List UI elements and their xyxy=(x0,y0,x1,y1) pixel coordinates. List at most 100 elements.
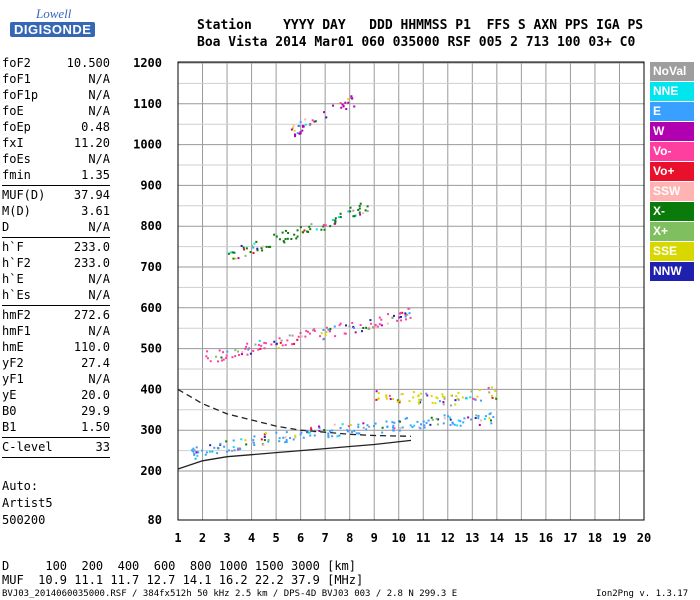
data-point xyxy=(483,417,486,420)
data-point xyxy=(257,344,260,347)
data-point xyxy=(374,422,377,425)
data-point xyxy=(472,397,475,400)
data-point xyxy=(251,440,254,443)
data-point xyxy=(398,429,401,432)
data-point xyxy=(347,425,350,428)
data-point xyxy=(302,436,305,439)
data-point xyxy=(362,426,365,429)
y-tick-label: 300 xyxy=(140,423,162,437)
param-value: 1.50 xyxy=(81,420,110,434)
data-point xyxy=(423,426,426,429)
data-point xyxy=(489,412,492,415)
data-point xyxy=(427,419,430,422)
param-name: foF1 xyxy=(2,72,31,86)
data-point xyxy=(209,450,212,453)
data-point xyxy=(488,391,491,394)
logo-lowell-text: Lowell xyxy=(36,6,72,21)
data-point xyxy=(297,335,300,338)
data-point xyxy=(406,313,409,316)
data-point xyxy=(269,245,272,248)
data-point xyxy=(267,440,270,443)
data-point xyxy=(418,402,421,405)
data-point xyxy=(435,417,438,420)
param-name: yF2 xyxy=(2,356,24,370)
param-name: foEp xyxy=(2,120,31,134)
data-point xyxy=(366,210,369,213)
legend-item: NNE xyxy=(650,82,694,101)
data-point xyxy=(193,452,196,455)
data-point xyxy=(252,439,255,442)
data-point xyxy=(318,425,321,428)
param-value: 233.0 xyxy=(73,240,110,254)
data-point xyxy=(442,422,445,425)
data-point xyxy=(325,116,328,119)
param-row: h`Es N/A xyxy=(2,288,110,304)
data-point xyxy=(441,393,444,396)
data-point xyxy=(399,420,402,423)
data-point xyxy=(396,400,399,403)
data-point xyxy=(339,322,342,325)
data-point xyxy=(308,431,311,434)
param-name: hmF2 xyxy=(2,308,31,322)
data-point xyxy=(362,326,365,329)
data-point xyxy=(294,135,297,138)
x-tick-label: 8 xyxy=(346,531,353,545)
data-point xyxy=(227,449,230,452)
data-point xyxy=(426,394,429,397)
data-point xyxy=(381,426,384,429)
data-point xyxy=(242,246,245,249)
param-value: 29.9 xyxy=(81,404,110,418)
data-point xyxy=(351,431,354,434)
data-point xyxy=(474,398,477,401)
data-point xyxy=(347,210,350,213)
autoscale-line1: Auto: xyxy=(2,479,39,493)
data-point xyxy=(299,131,302,134)
data-point xyxy=(275,235,278,238)
data-point xyxy=(336,435,339,438)
data-point xyxy=(225,440,228,443)
data-point xyxy=(359,213,362,216)
data-point xyxy=(389,398,392,401)
param-name: foF1p xyxy=(2,88,39,102)
legend-item: E xyxy=(650,102,694,121)
data-point xyxy=(353,429,356,432)
data-point xyxy=(355,432,358,435)
data-point xyxy=(333,222,336,225)
data-point xyxy=(387,313,390,316)
data-point xyxy=(278,337,281,340)
data-point xyxy=(435,396,438,399)
x-tick-label: 12 xyxy=(441,531,455,545)
data-point xyxy=(244,254,247,257)
data-point xyxy=(270,343,273,346)
station-header-values: Boa Vista 2014 Mar01 060 035000 RSF 005 … xyxy=(197,35,636,50)
x-tick-label: 13 xyxy=(465,531,479,545)
data-point xyxy=(484,415,487,418)
data-point xyxy=(443,414,446,417)
data-point xyxy=(357,426,360,429)
data-point xyxy=(298,132,301,135)
data-point xyxy=(345,108,348,111)
data-point xyxy=(448,416,451,419)
data-point xyxy=(337,216,340,219)
profile-curve-dashed xyxy=(177,388,412,437)
autoscale-line2: Artist5 xyxy=(2,496,53,510)
data-point xyxy=(245,247,248,250)
data-point xyxy=(352,325,355,328)
data-point xyxy=(469,396,472,399)
data-point xyxy=(372,425,375,428)
data-point xyxy=(252,251,255,254)
data-point xyxy=(243,248,246,251)
data-point xyxy=(306,431,309,434)
param-value: N/A xyxy=(88,288,110,302)
data-point xyxy=(449,418,452,421)
data-point xyxy=(430,416,433,419)
data-point xyxy=(405,417,408,420)
data-point xyxy=(240,353,243,356)
data-point xyxy=(292,124,295,127)
data-point xyxy=(323,228,326,231)
data-point xyxy=(385,394,388,397)
param-name: foEs xyxy=(2,152,31,166)
data-point xyxy=(313,328,316,331)
data-point xyxy=(237,350,240,353)
footer-distance-line: D 100 200 400 600 800 1000 1500 3000 [km… xyxy=(2,559,357,573)
